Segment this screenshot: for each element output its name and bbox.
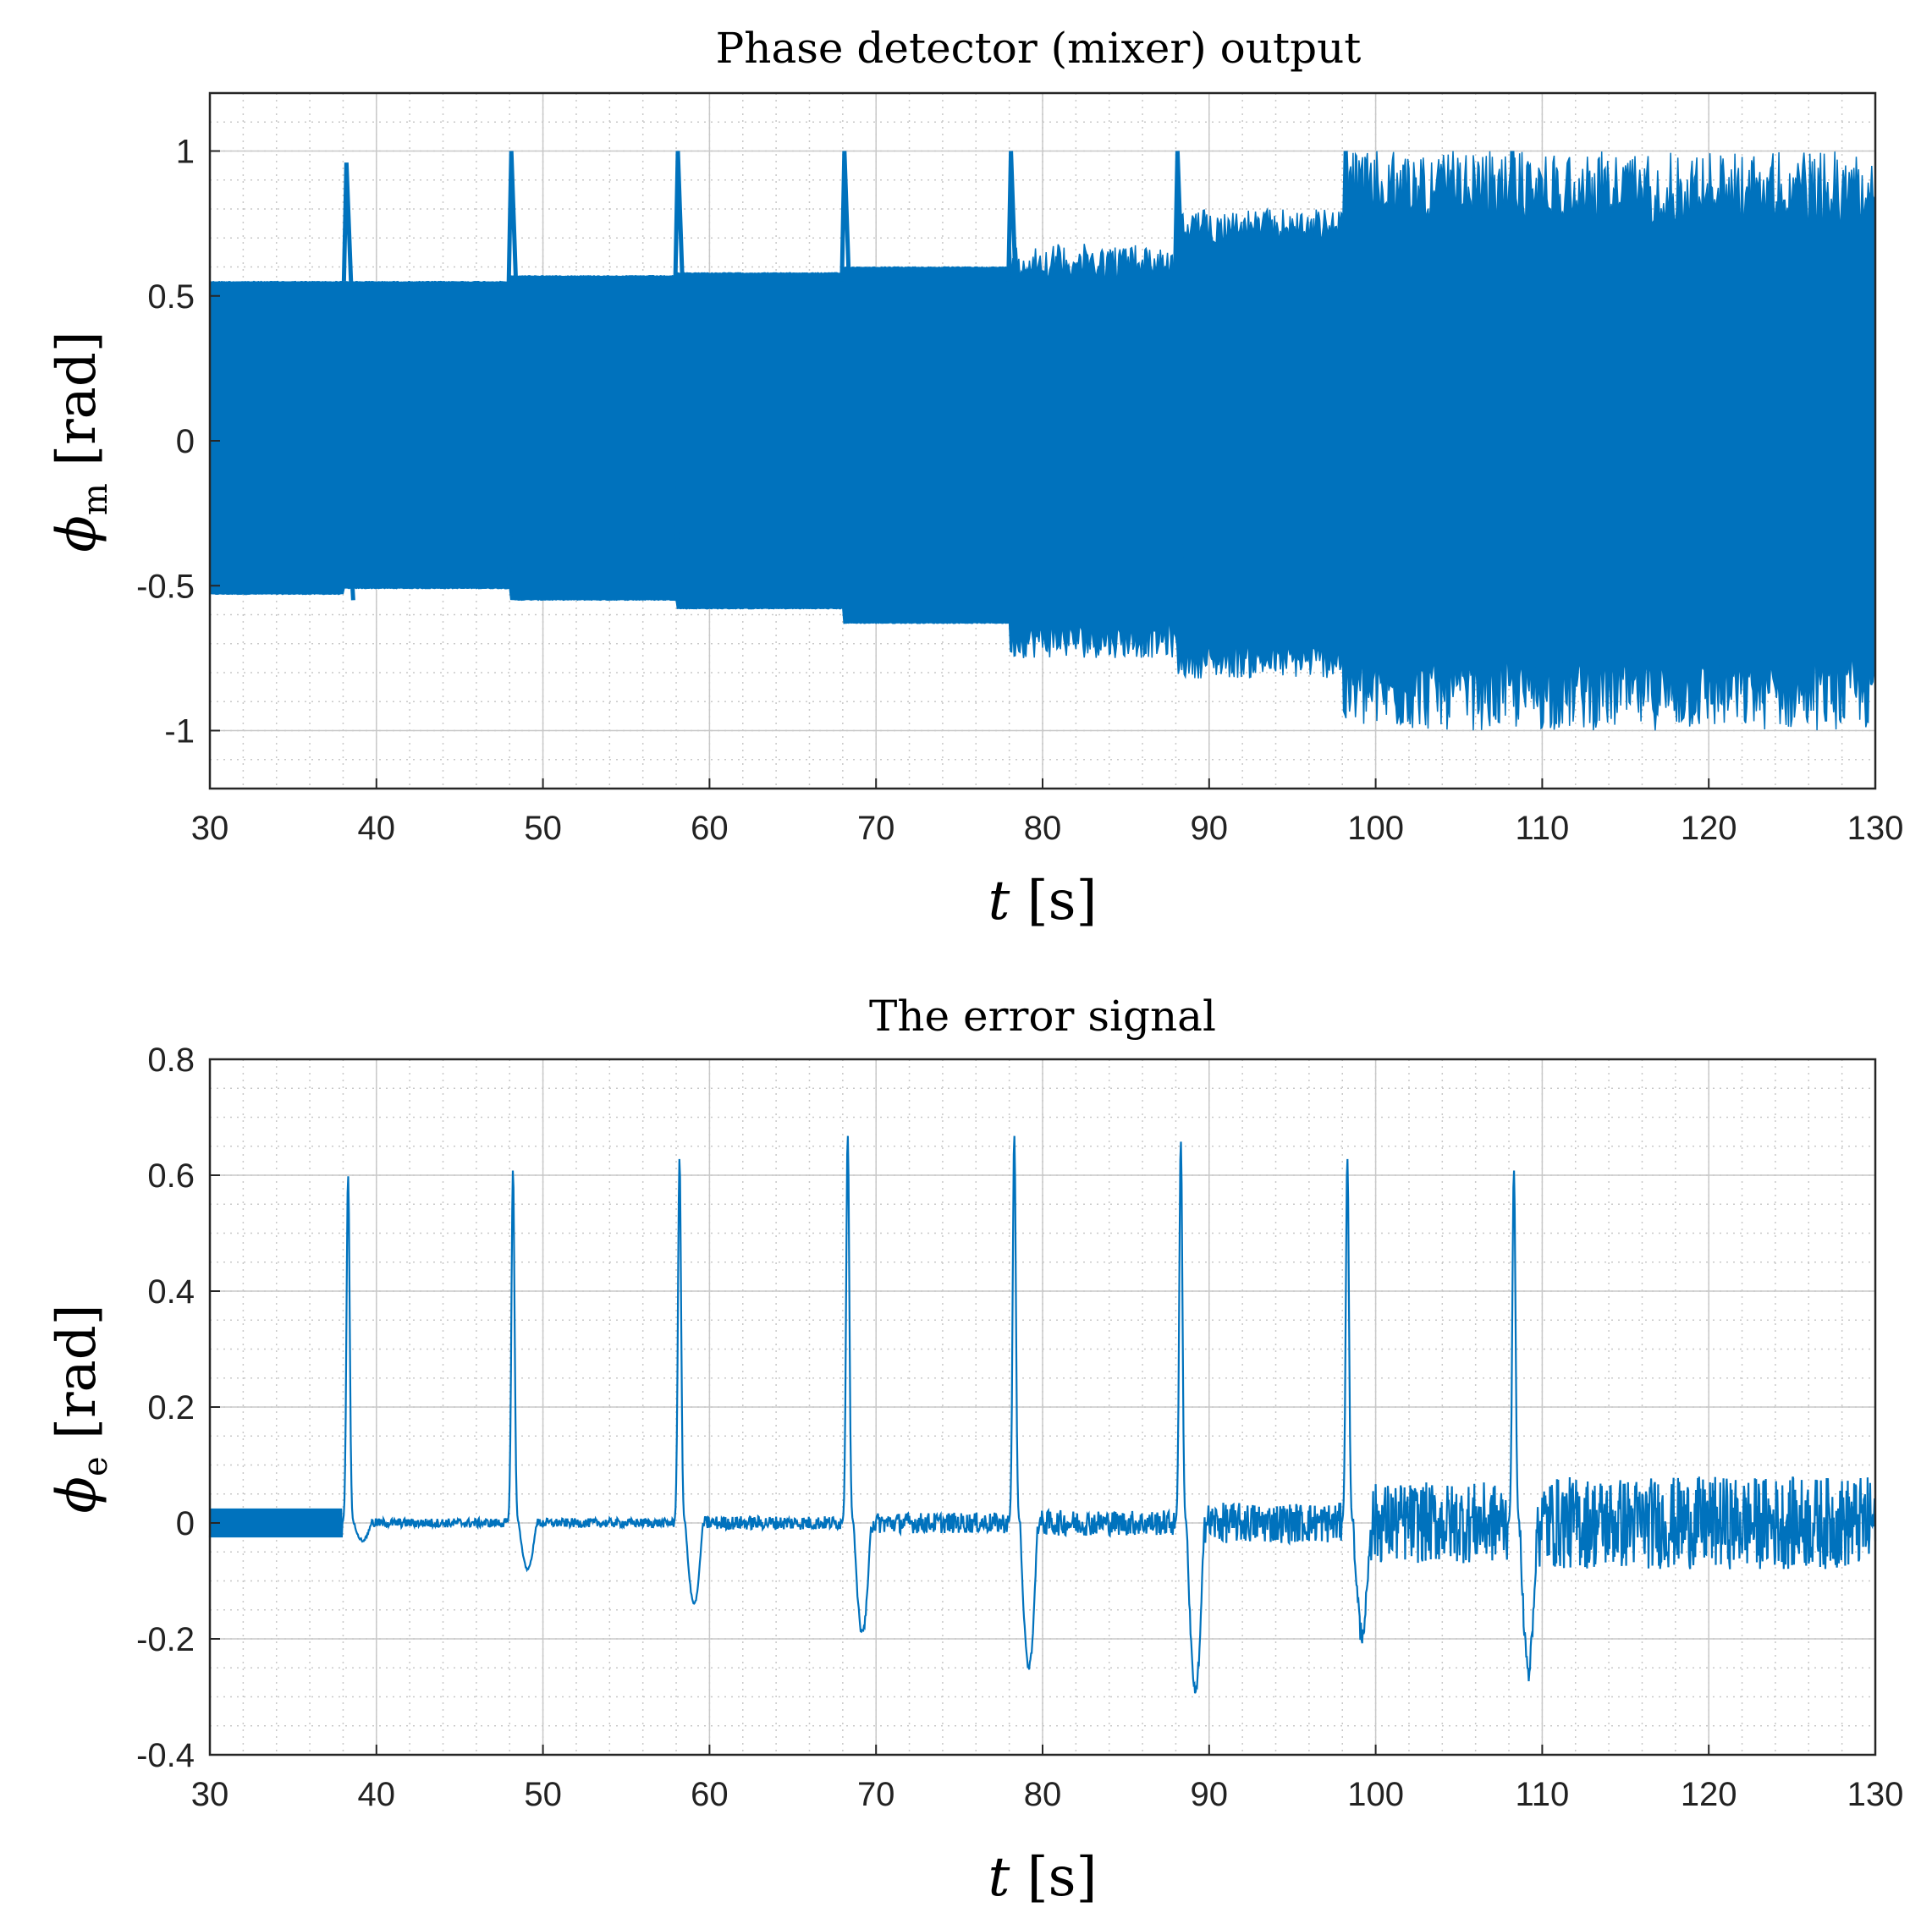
bottom-x-tick-label: 100 xyxy=(1347,1776,1404,1813)
panel-error-signal: The error signal 30 40 50 60 70 80 90 100 110 120… xyxy=(46,992,1903,1909)
bottom-x-tick-label: 30 xyxy=(191,1776,229,1813)
top-x-label-unit: [s] xyxy=(1010,870,1097,932)
top-spike-down xyxy=(1007,475,1021,601)
top-series xyxy=(209,151,1876,731)
bottom-title: The error signal xyxy=(869,992,1216,1041)
top-spike-up xyxy=(1006,151,1019,296)
top-x-tick-label: 30 xyxy=(191,810,229,847)
top-x-tick-label: 130 xyxy=(1847,810,1904,847)
top-title: Phase detector (mixer) output xyxy=(716,24,1362,73)
top-x-tick-label: 40 xyxy=(358,810,396,847)
panel-phase-detector: Phase detector (mixer) output 30 40 50 60 70… xyxy=(46,24,1903,932)
top-spike-down xyxy=(1508,515,1522,601)
bottom-y-tick-label: 0.4 xyxy=(147,1273,195,1311)
bottom-x-tick-label: 80 xyxy=(1024,1776,1062,1813)
bottom-x-tick-label: 130 xyxy=(1847,1776,1904,1813)
top-x-tick-label: 120 xyxy=(1681,810,1737,847)
bottom-x-label-unit: [s] xyxy=(1010,1846,1097,1909)
bottom-error-line xyxy=(208,1135,1877,1694)
bottom-tick-labels: 30 40 50 60 70 80 90 100 110 120 130 -0.4 -0.2 0 0.2 0.… xyxy=(136,1042,1903,1813)
top-x-tick-label: 80 xyxy=(1024,810,1062,847)
bottom-x-label: t [s] xyxy=(988,1846,1098,1909)
bottom-y-label-symbol: ϕ xyxy=(46,1476,108,1514)
top-x-tick-label: 50 xyxy=(524,810,562,847)
top-spike-down xyxy=(1173,498,1186,601)
top-y-label-symbol: ϕ xyxy=(46,515,108,552)
bottom-x-tick-label: 120 xyxy=(1681,1776,1737,1813)
top-x-tick-label: 70 xyxy=(857,810,895,847)
bottom-y-label-unit: [rad] xyxy=(46,1304,108,1456)
top-y-tick-label: 0.5 xyxy=(147,278,195,316)
bottom-y-label-sub: e xyxy=(76,1456,115,1476)
top-x-label-symbol: t xyxy=(988,870,1010,932)
top-spike-up xyxy=(341,162,354,296)
top-y-tick-label: -1 xyxy=(164,713,195,750)
bottom-x-tick-label: 50 xyxy=(524,1776,562,1813)
bottom-y-label: ϕe [rad] xyxy=(46,1304,115,1513)
top-y-label: ϕm [rad] xyxy=(46,331,115,552)
top-x-tick-label: 110 xyxy=(1516,810,1570,847)
top-x-tick-label: 60 xyxy=(691,810,729,847)
bottom-series xyxy=(208,1135,1877,1694)
top-spike-up xyxy=(1172,151,1185,296)
top-y-tick-label: 0 xyxy=(176,423,195,460)
top-spike-up xyxy=(1340,151,1353,296)
top-y-label-unit: [rad] xyxy=(46,331,108,483)
bottom-y-tick-label: -0.4 xyxy=(136,1737,195,1774)
bottom-x-tick-label: 90 xyxy=(1191,1776,1229,1813)
top-spike-up xyxy=(839,151,852,296)
top-y-tick-label: 1 xyxy=(176,134,195,171)
bottom-y-tick-label: 0.8 xyxy=(147,1042,195,1079)
top-spike-down xyxy=(1341,515,1355,601)
top-y-label-sub: m xyxy=(76,483,115,515)
top-x-label: t [s] xyxy=(988,870,1098,932)
top-spike-down xyxy=(342,478,355,601)
bottom-y-tick-label: -0.2 xyxy=(136,1621,195,1658)
top-spike-down xyxy=(674,464,687,601)
top-spike-down xyxy=(507,464,520,601)
top-spike-up xyxy=(506,151,519,296)
top-x-tick-label: 100 xyxy=(1347,810,1404,847)
top-y-tick-label: -0.5 xyxy=(136,568,195,605)
bottom-x-label-symbol: t xyxy=(988,1846,1010,1909)
top-spike-up xyxy=(1507,151,1520,296)
bottom-x-tick-label: 110 xyxy=(1516,1776,1570,1813)
top-spike-down xyxy=(840,472,854,601)
bottom-y-tick-label: 0.2 xyxy=(147,1389,195,1427)
bottom-x-tick-label: 40 xyxy=(358,1776,396,1813)
bottom-y-tick-label: 0.6 xyxy=(147,1157,195,1195)
top-spike-up xyxy=(673,151,685,296)
top-x-tick-label: 90 xyxy=(1191,810,1229,847)
bottom-x-tick-label: 70 xyxy=(857,1776,895,1813)
bottom-y-tick-label: 0 xyxy=(176,1505,195,1542)
bottom-x-tick-label: 60 xyxy=(691,1776,729,1813)
top-tick-labels: 30 40 50 60 70 80 90 100 110 120 130 -1 -0.5 0 0.5 1 xyxy=(136,134,1903,848)
